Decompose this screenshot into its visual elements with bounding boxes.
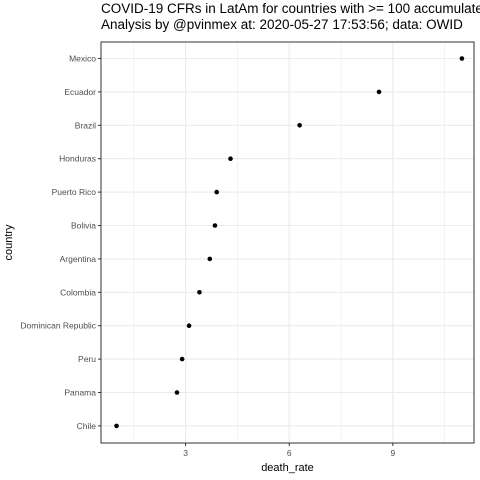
data-point	[197, 290, 202, 295]
data-point	[114, 423, 119, 429]
points-layer	[114, 56, 465, 429]
chart-title: COVID-19 CFRs in LatAm for countries wit…	[101, 1, 480, 16]
y-tick-label: Argentina	[60, 254, 97, 264]
y-axis-title: country	[3, 224, 15, 261]
x-tick-label: 9	[390, 448, 395, 458]
data-point	[174, 390, 180, 395]
y-tick-label: Honduras	[59, 154, 96, 164]
y-tick-label: Dominican Republic	[20, 321, 96, 331]
data-point	[207, 256, 213, 262]
y-tick-label: Peru	[78, 354, 96, 364]
y-tick-label: Puerto Rico	[52, 187, 97, 197]
grid-layer	[101, 42, 474, 443]
data-point	[186, 323, 192, 329]
x-tick-label: 3	[183, 448, 188, 458]
y-tick-label: Brazil	[75, 120, 96, 130]
x-axis-title: death_rate	[261, 462, 314, 474]
y-tick-label: Mexico	[69, 54, 96, 64]
data-point	[376, 89, 382, 95]
chart-subtitle: Analysis by @pvinmex at: 2020-05-27 17:5…	[101, 17, 463, 32]
y-tick-label: Ecuador	[64, 87, 96, 97]
y-tick-label: Colombia	[60, 287, 96, 297]
panel-border	[100, 41, 475, 444]
y-tick-label: Panama	[64, 388, 96, 398]
x-tick-label: 6	[287, 448, 292, 458]
data-point	[212, 223, 218, 228]
y-tick-label: Chile	[77, 421, 97, 431]
ticks-layer: Mexico Ecuador Brazil Honduras Puerto Rico Bo…	[20, 54, 395, 459]
data-point	[179, 356, 185, 362]
data-point	[297, 123, 302, 128]
data-point	[228, 156, 233, 161]
data-point	[459, 56, 465, 61]
data-point	[214, 189, 219, 195]
y-tick-label: Bolivia	[71, 221, 96, 231]
